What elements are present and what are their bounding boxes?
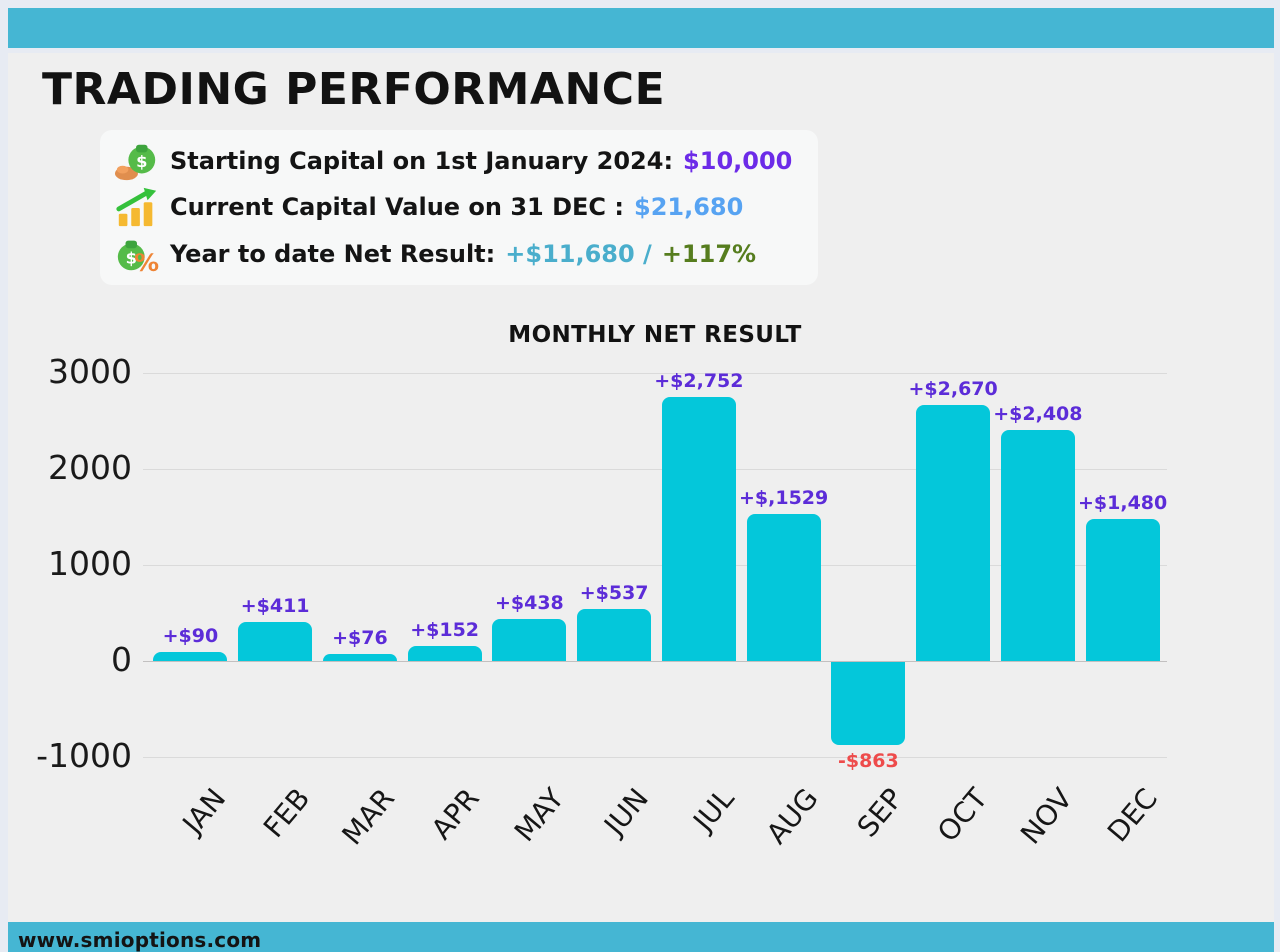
summary-box: $ Starting Capital on 1st January 2024: … [100,130,818,285]
summary-row-ytd-result: $ % Year to date Net Result: +$11,680 / … [114,231,804,277]
summary-label: Current Capital Value on 31 DEC : [170,193,624,222]
page-title: TRADING PERFORMANCE [42,64,666,115]
growth-chart-icon [114,184,160,230]
header-accent-bar [8,8,1274,48]
summary-row-current-capital: Current Capital Value on 31 DEC : $21,68… [114,184,804,230]
svg-text:$: $ [126,248,137,267]
money-bag-hand-icon: $ [114,138,160,184]
summary-label: Year to date Net Result: [170,239,496,268]
footer-url: www.smioptions.com [18,928,262,952]
summary-row-starting-capital: $ Starting Capital on 1st January 2024: … [114,138,804,184]
summary-value-percent: +117% [661,239,757,268]
summary-value: +$11,680 / [505,239,652,268]
chart-title: MONTHLY NET RESULT [508,322,802,348]
svg-text:%: % [134,248,159,277]
money-bag-percent-icon: $ % [114,231,160,277]
summary-value: $21,680 [634,193,744,222]
footer-accent-bar [8,922,1274,952]
svg-text:$: $ [136,152,147,171]
summary-value: $10,000 [683,147,793,176]
summary-label: Starting Capital on 1st January 2024: [170,147,674,176]
